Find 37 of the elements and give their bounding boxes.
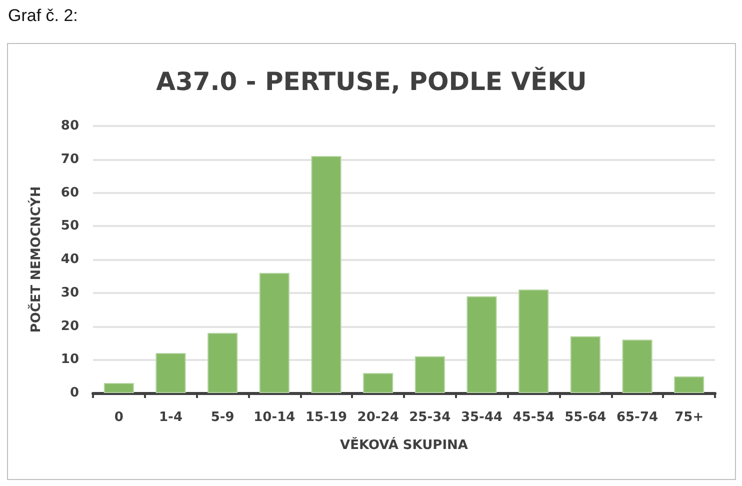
y-tick-label: 50 [60, 218, 79, 234]
chart-title: A37.0 - PERTUSE, PODLE VĚKU [156, 66, 587, 96]
bar [622, 340, 652, 393]
x-tick-label: 75+ [674, 410, 704, 425]
bar [414, 356, 445, 393]
x-tick-label: 1-4 [159, 410, 182, 425]
y-tick-label: 0 [70, 386, 79, 400]
bar [208, 332, 238, 393]
y-tick-label: 30 [60, 285, 79, 300]
y-tick-label: 20 [60, 318, 79, 334]
text: Graf č. 2: [8, 6, 78, 26]
bar [570, 336, 600, 393]
bar [466, 296, 497, 393]
x-tick-label: 55-64 [564, 410, 606, 425]
y-axis-title: POČET NEMOCNCÝH [27, 186, 44, 333]
y-tick-label: 60 [60, 185, 79, 200]
x-tick-label: 45-54 [512, 410, 554, 425]
x-tick-label: 65-74 [616, 410, 658, 425]
bar [259, 272, 290, 393]
y-tick-label: 70 [60, 152, 79, 167]
x-tick-label: 0 [114, 410, 124, 425]
y-tick-label: 10 [60, 352, 79, 368]
bar [674, 376, 704, 393]
bar [363, 372, 394, 393]
x-axis-title: VĚKOVÁ SKUPINA [340, 436, 468, 453]
y-tick-label: 80 [60, 118, 79, 134]
x-tick-label: 5-9 [210, 410, 234, 425]
x-tick-label: 20-24 [357, 410, 399, 425]
x-tick-label: 35-44 [460, 410, 503, 425]
bar [104, 382, 134, 393]
bar [518, 290, 549, 393]
x-tick-label: 10-14 [254, 410, 296, 425]
x-tick-label: 25-34 [409, 410, 451, 425]
x-tick-label: 15-19 [305, 410, 348, 425]
y-tick-label: 40 [60, 252, 79, 267]
bar [311, 156, 342, 393]
bar [156, 352, 186, 393]
